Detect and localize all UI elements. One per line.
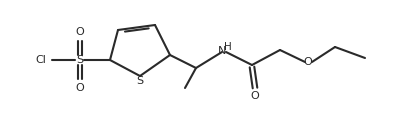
Text: N: N xyxy=(217,46,226,56)
Text: O: O xyxy=(303,57,312,67)
Text: S: S xyxy=(76,55,83,65)
Text: O: O xyxy=(75,83,84,93)
Text: S: S xyxy=(136,76,143,86)
Text: Cl: Cl xyxy=(35,55,46,65)
Text: O: O xyxy=(250,91,259,101)
Text: H: H xyxy=(224,42,231,52)
Text: O: O xyxy=(75,27,84,37)
